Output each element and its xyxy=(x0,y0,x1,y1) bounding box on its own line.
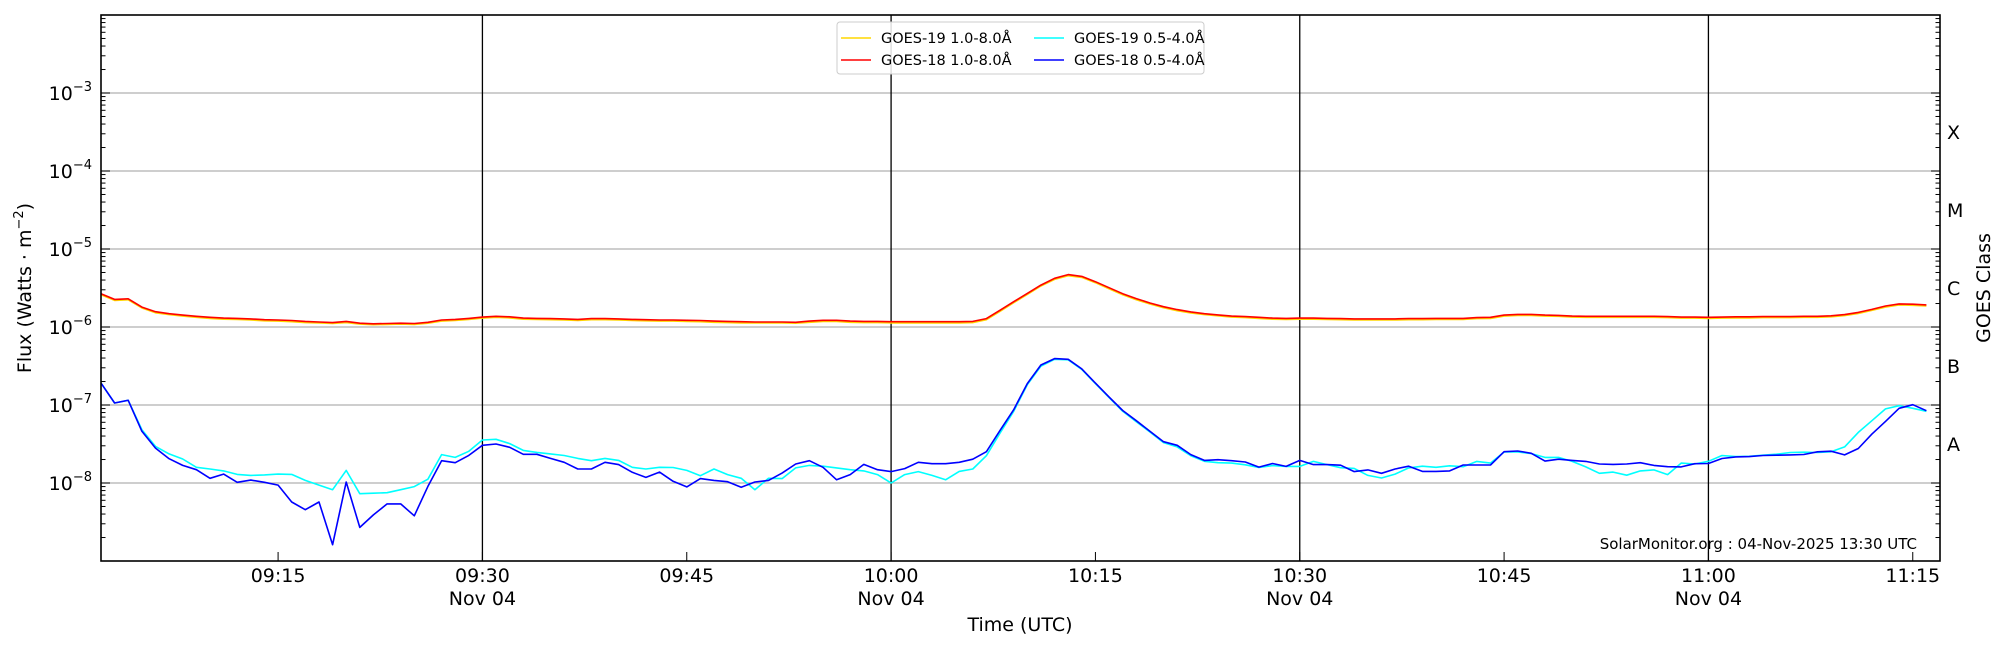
series-line-goes18-short xyxy=(100,357,1927,546)
goes-class-label-b: B xyxy=(1947,356,1960,378)
y-tick-label: 10−8 xyxy=(49,470,92,495)
legend-item-goes19-short: GOES-19 0.5-4.0Å xyxy=(1034,30,1205,47)
goes-class-labels: X M C B A xyxy=(1947,122,1963,456)
plot-series xyxy=(100,273,1927,546)
y-tick-base: 10 xyxy=(49,317,73,339)
goes-class-label-m: M xyxy=(1947,200,1963,222)
x-tick-label: 10:45 xyxy=(1477,565,1532,587)
x-tick-label: 10:15 xyxy=(1068,565,1123,587)
source-annotation: SolarMonitor.org : 04-Nov-2025 13:30 UTC xyxy=(1600,535,1917,553)
x-tick-label: 11:00 xyxy=(1681,565,1736,587)
x-tick-label: 09:30 xyxy=(455,565,510,587)
y-tick-exponent: −7 xyxy=(73,392,92,407)
y-tick-label: 10−6 xyxy=(49,314,92,339)
x-tick-label: 10:00 xyxy=(864,565,919,587)
legend-item-goes19-long: GOES-19 1.0-8.0Å xyxy=(841,30,1012,47)
y-tick-label: 10−5 xyxy=(49,236,92,261)
goes-class-label-a: A xyxy=(1947,434,1960,456)
legend: GOES-19 1.0-8.0Å GOES-18 1.0-8.0Å GOES-19 … xyxy=(836,21,1205,75)
y-tick-label: 10−4 xyxy=(49,158,92,183)
x-tick-date-label: Nov 04 xyxy=(449,588,516,610)
y-tick-label: 10−3 xyxy=(49,80,92,105)
series-line-goes18-long xyxy=(100,273,1927,325)
legend-box xyxy=(836,21,1205,75)
legend-label: GOES-18 1.0-8.0Å xyxy=(881,52,1012,69)
y-axis-label-text: Flux (Watts · m xyxy=(14,230,36,374)
x-tick-date-label: Nov 04 xyxy=(857,588,924,610)
x-tick-label: 09:45 xyxy=(659,565,714,587)
x-tick-label: 10:30 xyxy=(1272,565,1327,587)
y-tick-label: 10−7 xyxy=(49,392,92,417)
y-axis-label-suffix: ) xyxy=(14,203,36,210)
plot-frame xyxy=(100,14,1941,562)
x-tick-date-label: Nov 04 xyxy=(1675,588,1742,610)
gridlines xyxy=(101,92,1940,484)
series-line-goes19-short xyxy=(100,358,1927,495)
legend-item-goes18-short: GOES-18 0.5-4.0Å xyxy=(1034,52,1205,69)
legend-item-goes18-long: GOES-18 1.0-8.0Å xyxy=(841,52,1012,69)
x-tick-label: 09:15 xyxy=(251,565,306,587)
goes-class-label-c: C xyxy=(1947,278,1960,300)
y-tick-base: 10 xyxy=(49,473,73,495)
y-tick-exponent: −6 xyxy=(73,314,92,329)
legend-label: GOES-19 1.0-8.0Å xyxy=(881,30,1012,47)
y-axis-label-sup: −2 xyxy=(12,210,27,229)
legend-label: GOES-18 0.5-4.0Å xyxy=(1074,52,1205,69)
x-tick-date-label: Nov 04 xyxy=(1266,588,1333,610)
y-tick-exponent: −8 xyxy=(73,470,92,485)
right-axis-label: GOES Class xyxy=(1973,233,1995,343)
y-axis-label: Flux (Watts · m−2) xyxy=(12,203,36,373)
x-tick-label: 11:15 xyxy=(1885,565,1940,587)
series-line-goes19-long xyxy=(100,274,1927,326)
y-tick-exponent: −4 xyxy=(73,158,92,173)
time-marker-lines xyxy=(481,15,1710,561)
y-tick-base: 10 xyxy=(49,239,73,261)
legend-label: GOES-19 0.5-4.0Å xyxy=(1074,30,1205,47)
y-tick-labels: 10−310−410−510−610−710−8 xyxy=(49,80,92,495)
y-tick-base: 10 xyxy=(49,161,73,183)
goes-class-label-x: X xyxy=(1947,122,1960,144)
y-tick-base: 10 xyxy=(49,83,73,105)
y-tick-exponent: −5 xyxy=(73,236,92,251)
y-tick-base: 10 xyxy=(49,395,73,417)
x-axis-label: Time (UTC) xyxy=(966,614,1072,636)
y-tick-exponent: −3 xyxy=(73,80,92,95)
